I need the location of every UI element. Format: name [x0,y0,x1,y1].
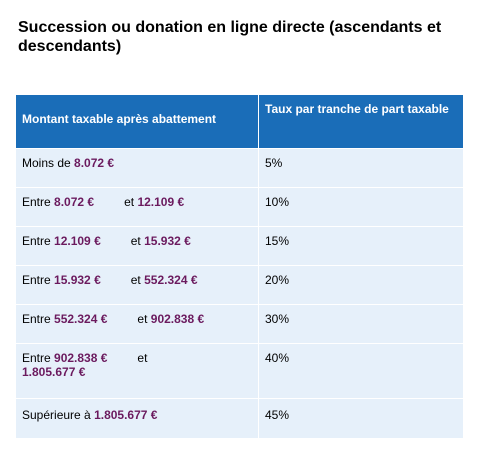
amount-low: 8.072 € [54,195,95,209]
header-rate: Taux par tranche de part taxable [258,94,464,149]
amount-prefix: Entre [22,312,51,326]
rate-cell: 40% [258,343,464,399]
tax-rate-table: Montant taxable après abattement Taux pa… [15,94,464,439]
amount-prefix: Entre [22,273,51,287]
amount-high: 15.932 € [144,234,191,248]
amount-prefix: Moins de [22,156,71,170]
amount-connector: et [124,195,135,209]
amount-low: 8.072 € [74,156,115,170]
amount-connector: et [130,234,141,248]
amount-prefix: Entre [22,351,51,365]
amount-cell: Entre 552.324 € et 902.838 € [15,304,259,344]
amount-low: 902.838 € [54,351,108,365]
amount-cell: Entre 12.109 € et 15.932 € [15,226,259,266]
rate-cell: 10% [258,187,464,227]
amount-prefix: Supérieure à [22,408,91,422]
table-row: Entre 8.072 € et 12.109 € 10% [15,187,464,227]
amount-connector: et [130,273,141,287]
table-row: Supérieure à 1.805.677 € 45% [15,398,464,439]
table-row: Entre 12.109 € et 15.932 € 15% [15,226,464,266]
amount-cell: Supérieure à 1.805.677 € [15,398,259,439]
table-row: Entre 902.838 € et 1.805.677 € 40% [15,343,464,399]
amount-low: 15.932 € [54,273,101,287]
table-row: Moins de 8.072 € 5% [15,148,464,188]
rate-cell: 45% [258,398,464,439]
rate-cell: 30% [258,304,464,344]
table-row: Entre 15.932 € et 552.324 € 20% [15,265,464,305]
amount-prefix: Entre [22,234,51,248]
table-header-row: Montant taxable après abattement Taux pa… [15,94,464,149]
header-taxable-amount: Montant taxable après abattement [15,94,259,149]
rate-cell: 5% [258,148,464,188]
amount-cell: Moins de 8.072 € [15,148,259,188]
amount-cell: Entre 8.072 € et 12.109 € [15,187,259,227]
amount-high: 552.324 € [144,273,198,287]
amount-cell: Entre 902.838 € et 1.805.677 € [15,343,259,399]
amount-connector: et [137,351,148,365]
amount-prefix: Entre [22,195,51,209]
amount-low: 12.109 € [54,234,101,248]
amount-high: 12.109 € [137,195,185,209]
rate-cell: 20% [258,265,464,305]
amount-low: 1.805.677 € [94,408,158,422]
page-title: Succession ou donation en ligne directe … [18,19,442,55]
rate-cell: 15% [258,226,464,266]
amount-high: 1.805.677 € [22,365,86,379]
table-row: Entre 552.324 € et 902.838 € 30% [15,304,464,344]
amount-cell: Entre 15.932 € et 552.324 € [15,265,259,305]
amount-connector: et [137,312,148,326]
amount-high: 902.838 € [150,312,205,326]
amount-low: 552.324 € [54,312,108,326]
